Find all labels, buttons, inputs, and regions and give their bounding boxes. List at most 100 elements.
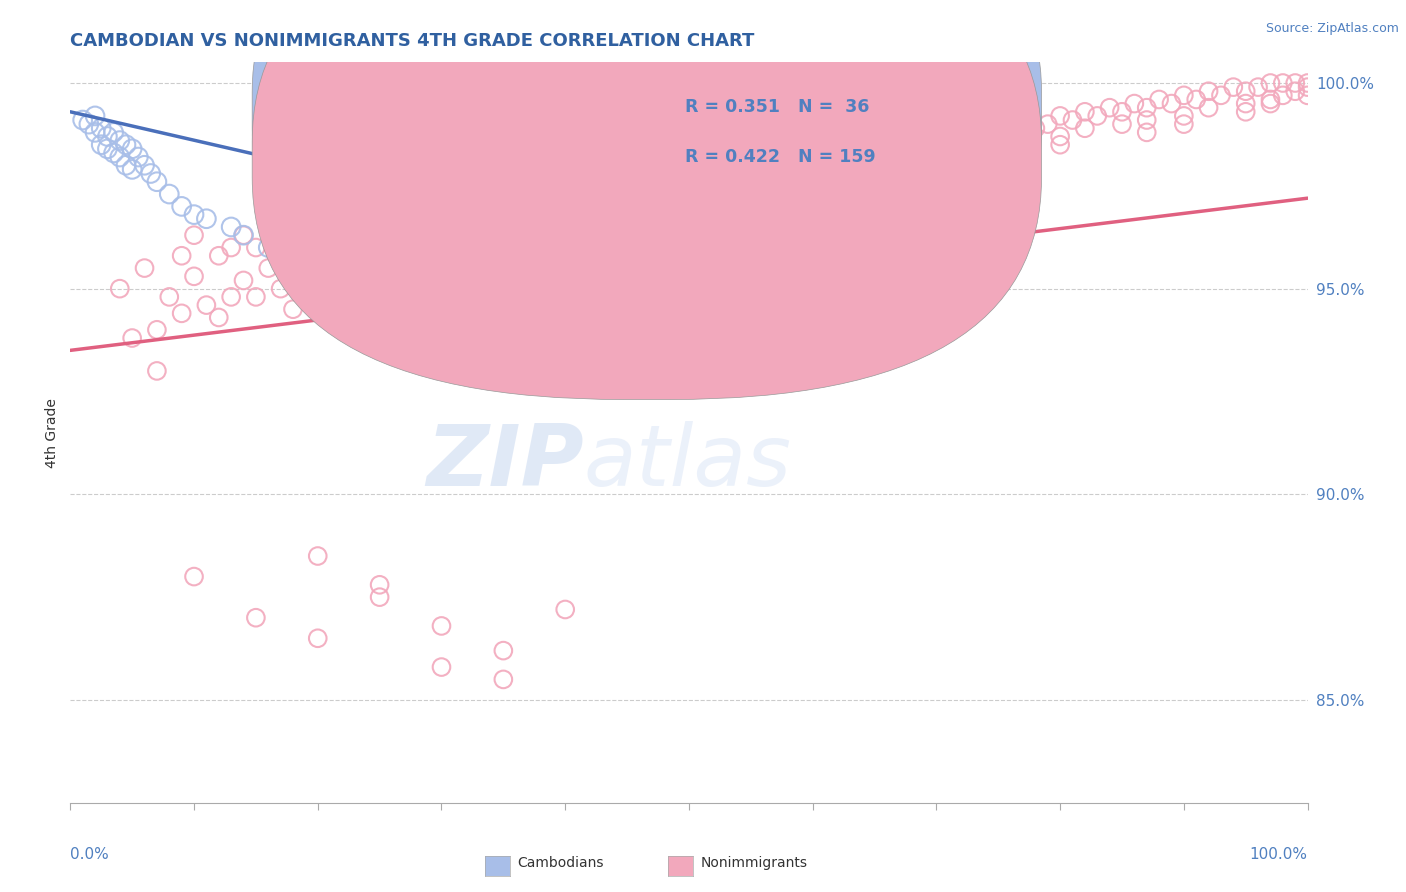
Point [115,158,138,172]
Point [368,241,391,255]
Point [368,277,391,292]
Text: R = 0.351   N =  36: R = 0.351 N = 36 [685,98,869,116]
Point [343,249,366,263]
Point [652,187,675,202]
Point [950,129,973,144]
Point [1136,101,1159,115]
Point [765,211,787,226]
Point [195,298,218,312]
Point [103,145,125,160]
Point [1234,84,1257,98]
Text: 100.0%: 100.0% [1250,847,1308,863]
FancyBboxPatch shape [252,0,1042,400]
Point [1284,84,1306,98]
Point [1260,92,1282,106]
Point [232,273,254,287]
Text: atlas: atlas [583,421,792,504]
Point [740,170,762,185]
Point [1024,121,1046,136]
Point [1147,92,1170,106]
Point [219,219,242,234]
Point [678,178,700,193]
Point [752,162,775,177]
Point [108,282,131,296]
Point [146,364,169,378]
Point [183,569,205,583]
Point [381,261,404,276]
Point [827,187,849,202]
Point [740,219,762,234]
Point [1136,125,1159,139]
Point [554,602,576,616]
Point [139,167,162,181]
Point [1049,137,1071,152]
Text: ZIP: ZIP [426,421,583,504]
Point [541,315,564,329]
Point [245,290,267,304]
Point [430,660,453,674]
Point [863,150,886,164]
Point [115,137,138,152]
Point [1074,121,1097,136]
Point [319,252,342,267]
Point [789,162,811,177]
Point [1296,80,1319,95]
Point [84,109,107,123]
Point [121,162,143,177]
Point [332,273,354,287]
Point [1036,117,1059,131]
Point [678,219,700,234]
Point [77,117,100,131]
Point [281,302,304,317]
Point [1098,101,1121,115]
Point [863,178,886,193]
Point [925,167,948,181]
Point [157,290,180,304]
Point [121,142,143,156]
Text: R = 0.422   N = 159: R = 0.422 N = 159 [685,148,876,166]
Text: Source: ZipAtlas.com: Source: ZipAtlas.com [1265,22,1399,36]
Point [517,211,540,226]
Point [368,590,391,604]
Point [1062,113,1084,128]
Point [912,142,935,156]
FancyBboxPatch shape [602,73,980,188]
Point [307,549,329,563]
Point [183,228,205,243]
Point [974,125,997,139]
Point [467,219,489,234]
Point [281,249,304,263]
Point [90,121,112,136]
Point [270,282,292,296]
Point [394,282,416,296]
Point [219,290,242,304]
Point [208,249,231,263]
Point [1085,109,1108,123]
Point [492,643,515,657]
Point [492,673,515,687]
Point [134,261,156,276]
Point [827,150,849,164]
Point [96,129,118,144]
Point [430,619,453,633]
Text: CAMBODIAN VS NONIMMIGRANTS 4TH GRADE CORRELATION CHART: CAMBODIAN VS NONIMMIGRANTS 4TH GRADE COR… [70,32,755,50]
Point [1234,96,1257,111]
Point [183,269,205,284]
Point [90,137,112,152]
Point [1222,80,1244,95]
Point [1160,96,1182,111]
Point [814,158,837,172]
Point [765,167,787,181]
Point [714,232,737,246]
Point [294,273,316,287]
Point [356,219,378,234]
Point [938,137,960,152]
Point [121,331,143,345]
Point [987,129,1010,144]
Point [307,290,329,304]
Point [1198,84,1220,98]
Point [665,261,688,276]
Point [170,249,193,263]
Point [925,134,948,148]
Point [1284,76,1306,90]
